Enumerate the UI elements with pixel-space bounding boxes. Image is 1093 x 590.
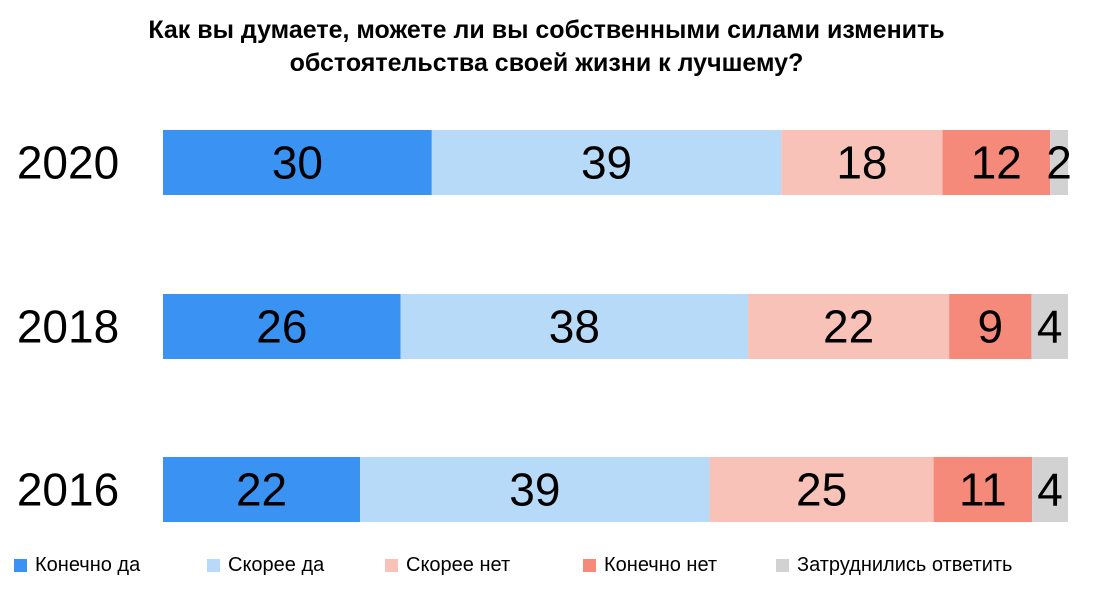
- data-label-2016-1: 22: [236, 464, 287, 516]
- bar-segment-2020-5: [1050, 130, 1068, 195]
- legend-label: Конечно нет: [604, 554, 718, 576]
- bar-segment-2018-3: [748, 294, 950, 359]
- bar-segment-2018-1: [163, 294, 401, 359]
- bar-segment-2016-3: [709, 457, 934, 522]
- bar-segment-2020-3: [781, 130, 943, 195]
- chart-title-line-2: обстоятельства своей жизни к лучшему?: [289, 49, 804, 77]
- legend-item-4: Конечно нет: [583, 552, 717, 578]
- data-label-2018-2: 38: [549, 301, 600, 353]
- bar-segment-2020-2: [431, 130, 782, 195]
- data-label-2018-5: 4: [1037, 301, 1063, 353]
- legend-label: Затруднились ответить: [797, 554, 1013, 576]
- bar-segment-2016-5: [1032, 457, 1068, 522]
- bar-segment-2018-4: [949, 294, 1032, 359]
- data-label-2020-3: 18: [836, 137, 887, 189]
- bar-segment-2016-1: [163, 457, 361, 522]
- legend-item-5: Затруднились ответить: [776, 552, 1012, 578]
- legend-swatch: [776, 558, 789, 572]
- year-label-2018: 2018: [17, 301, 119, 353]
- data-label-2016-3: 25: [796, 464, 847, 516]
- data-label-2016-2: 39: [509, 464, 560, 516]
- bar-segment-2020-1: [163, 130, 432, 195]
- bar-segment-2016-4: [933, 457, 1033, 522]
- legend-swatch: [14, 558, 27, 572]
- legend-swatch: [385, 558, 398, 572]
- data-label-2016-4: 11: [959, 464, 1007, 516]
- data-label-2020-4: 12: [971, 137, 1022, 189]
- bar-segment-2016-2: [360, 457, 710, 522]
- legend-label: Скорее нет: [406, 554, 511, 576]
- year-label-2016: 2016: [17, 464, 119, 516]
- year-label-2020: 2020: [17, 137, 119, 189]
- bar-segment-2018-2: [400, 294, 749, 359]
- legend-label: Скорее да: [228, 554, 325, 576]
- bar-segment-2020-4: [942, 130, 1051, 195]
- data-label-2018-4: 9: [978, 301, 1004, 353]
- legend-item-3: Скорее нет: [385, 552, 510, 578]
- data-label-2020-5: 2: [1046, 137, 1072, 189]
- data-label-2020-2: 39: [581, 137, 632, 189]
- data-label-2018-1: 26: [256, 301, 307, 353]
- bar-segment-2018-5: [1031, 294, 1068, 359]
- data-label-2018-3: 22: [823, 301, 874, 353]
- data-label-2016-5: 4: [1037, 464, 1063, 516]
- legend-swatch: [207, 558, 220, 572]
- legend-swatch: [583, 558, 596, 572]
- legend-label: Конечно да: [35, 554, 141, 576]
- chart-title-line-1: Как вы думаете, можете ли вы собственным…: [148, 16, 945, 44]
- legend-item-2: Скорее да: [207, 552, 324, 578]
- chart-title: Как вы думаете, можете ли вы собственным…: [0, 14, 1093, 80]
- legend-item-1: Конечно да: [14, 552, 140, 578]
- data-label-2020-1: 30: [272, 137, 323, 189]
